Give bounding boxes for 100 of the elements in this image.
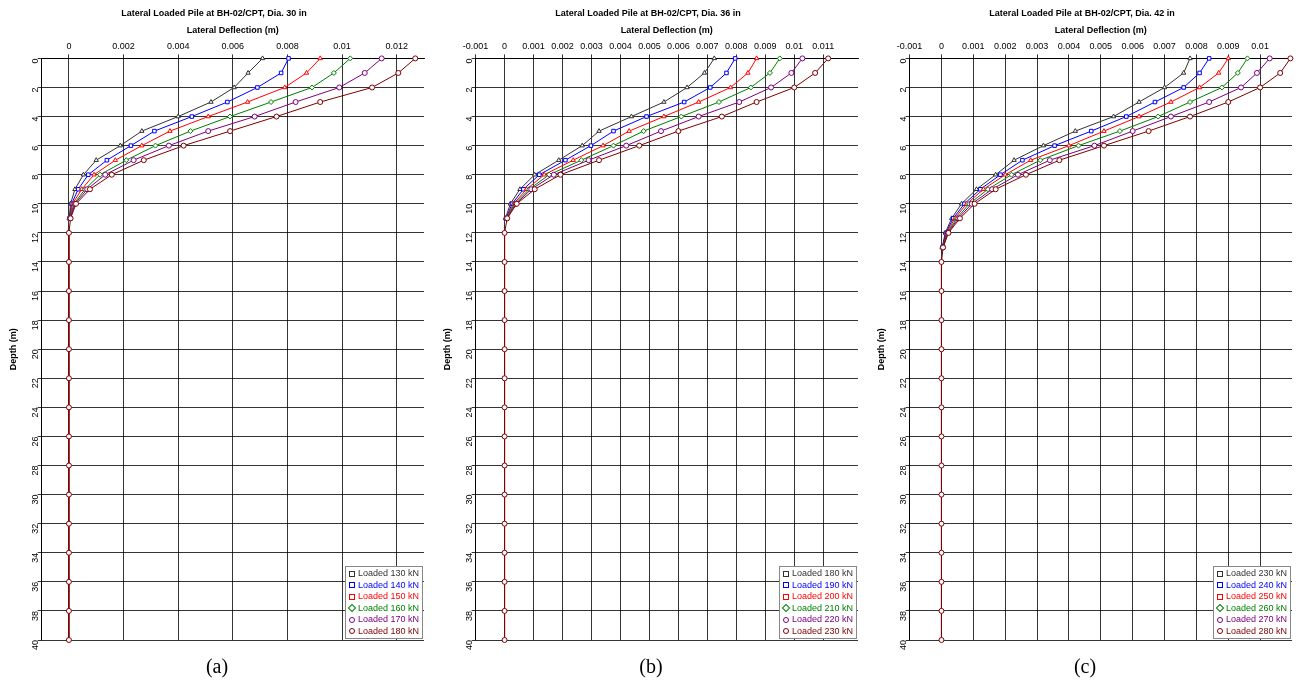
y-tick-label: 40: [898, 640, 909, 651]
y-tick-label: 38: [30, 610, 41, 621]
y-tick-label: 30: [30, 494, 41, 505]
x-tick-label: 0.002: [993, 41, 1017, 52]
y-tick-label: 6: [898, 145, 909, 151]
x-tick-label: -0.001: [462, 41, 489, 52]
y-tick-label: 30: [464, 494, 475, 505]
legend-label: Loaded 240 kN: [1225, 579, 1287, 591]
y-tick-label: 36: [30, 581, 41, 592]
y-tick-label: 28: [898, 465, 909, 476]
x-tick-label: 0: [938, 41, 944, 52]
y-tick-label: 8: [30, 174, 41, 180]
legend-label: Loaded 140 kN: [357, 579, 419, 591]
chart-title: Lateral Loaded Pile at BH-02/CPT, Dia. 30 in: [121, 7, 307, 18]
y-tick-label: 0: [30, 58, 41, 64]
x-tick-label: 0.007: [696, 41, 719, 52]
y-tick-label: 34: [30, 552, 41, 563]
legend-label: Loaded 180 kN: [357, 625, 419, 637]
x-tick-label: 0.003: [1025, 41, 1049, 52]
x-tick-label: 0.002: [551, 41, 574, 52]
y-tick-label: 4: [30, 116, 41, 122]
y-tick-label: 28: [464, 465, 475, 476]
y-tick-label: 24: [898, 407, 909, 418]
x-tick-label: 0: [502, 41, 508, 52]
y-axis-title: Depth (m): [7, 328, 18, 371]
x-tick-label: 0.008: [725, 41, 748, 52]
x-tick-label: 0.01: [333, 41, 351, 52]
x-axis-title: Lateral Deflection (m): [620, 24, 713, 35]
x-tick-label: 0.001: [962, 41, 985, 52]
x-axis-title: Lateral Deflection (m): [186, 24, 279, 35]
y-tick-label: 32: [464, 523, 475, 534]
y-tick-label: 0: [898, 58, 909, 64]
y-tick-label: 34: [464, 552, 475, 563]
y-tick-label: 10: [898, 203, 909, 214]
y-tick-label: 2: [898, 87, 909, 93]
x-tick-label: 0.001: [522, 41, 545, 52]
y-tick-label: 12: [464, 232, 475, 243]
text: (b): [638, 655, 664, 678]
x-tick-label: 0.009: [754, 41, 777, 52]
y-tick-label: 12: [30, 232, 41, 243]
legend-label: Loaded 150 kN: [357, 591, 419, 603]
y-tick-label: 14: [898, 261, 909, 272]
x-tick-label: 0.006: [221, 41, 245, 52]
x-tick-label: 0.009: [1217, 41, 1240, 52]
y-tick-label: 38: [898, 610, 909, 621]
y-tick-label: 18: [898, 320, 909, 331]
y-tick-label: 10: [464, 203, 475, 214]
y-tick-label: 14: [30, 261, 41, 272]
y-tick-label: 2: [30, 87, 41, 93]
y-tick-label: 26: [464, 436, 475, 447]
y-tick-label: 14: [464, 261, 475, 272]
y-tick-label: 24: [464, 407, 475, 418]
y-tick-label: 10: [30, 203, 41, 214]
x-tick-label: 0.005: [638, 41, 661, 52]
x-axis-title: Lateral Deflection (m): [1054, 24, 1147, 35]
text: (c): [1072, 655, 1098, 678]
y-tick-label: 22: [30, 378, 41, 389]
x-tick-label: 0.004: [609, 41, 632, 52]
y-tick-label: 32: [898, 523, 909, 534]
y-tick-label: 0: [464, 58, 475, 64]
y-tick-label: 18: [30, 320, 41, 331]
legend-label: Loaded 260 kN: [1225, 602, 1287, 614]
y-tick-label: 8: [464, 174, 475, 180]
y-tick-label: 32: [30, 523, 41, 534]
legend-label: Loaded 210 kN: [791, 602, 853, 614]
y-tick-label: 36: [464, 581, 475, 592]
y-tick-label: 20: [898, 349, 909, 360]
y-tick-label: 16: [30, 291, 41, 302]
y-tick-label: 8: [898, 174, 909, 180]
y-tick-label: 4: [464, 116, 475, 122]
x-tick-label: 0.003: [580, 41, 603, 52]
legend-label: Loaded 280 kN: [1225, 625, 1287, 637]
y-tick-label: 12: [898, 232, 909, 243]
y-tick-label: 22: [898, 378, 909, 389]
x-tick-label: 0.004: [166, 41, 190, 52]
x-tick-label: 0.004: [1057, 41, 1081, 52]
y-tick-label: 16: [464, 291, 475, 302]
x-tick-label: 0: [66, 41, 72, 52]
x-tick-label: 0.008: [1185, 41, 1208, 52]
legend-label: Loaded 220 kN: [791, 614, 853, 626]
chart-title: Lateral Loaded Pile at BH-02/CPT, Dia. 42 in: [989, 7, 1175, 18]
text: (a): [204, 655, 230, 678]
y-tick-label: 16: [898, 291, 909, 302]
chart-title: Lateral Loaded Pile at BH-02/CPT, Dia. 36 in: [555, 7, 741, 18]
y-tick-label: 18: [464, 320, 475, 331]
y-tick-label: 28: [30, 465, 41, 476]
y-tick-label: 26: [898, 436, 909, 447]
x-tick-label: 0.002: [112, 41, 135, 52]
legend-label: Loaded 270 kN: [1225, 614, 1287, 626]
y-tick-label: 6: [464, 145, 475, 151]
legend-label: Loaded 230 kN: [1225, 568, 1287, 580]
legend-label: Loaded 130 kN: [357, 568, 419, 580]
x-tick-label: 0.012: [385, 41, 408, 52]
x-tick-label: 0.006: [667, 41, 690, 52]
y-tick-label: 26: [30, 436, 41, 447]
legend-label: Loaded 160 kN: [357, 602, 419, 614]
x-tick-label: 0.01: [1251, 41, 1269, 52]
legend-label: Loaded 190 kN: [791, 579, 853, 591]
legend-label: Loaded 180 kN: [791, 568, 853, 580]
y-tick-label: 40: [30, 640, 41, 651]
